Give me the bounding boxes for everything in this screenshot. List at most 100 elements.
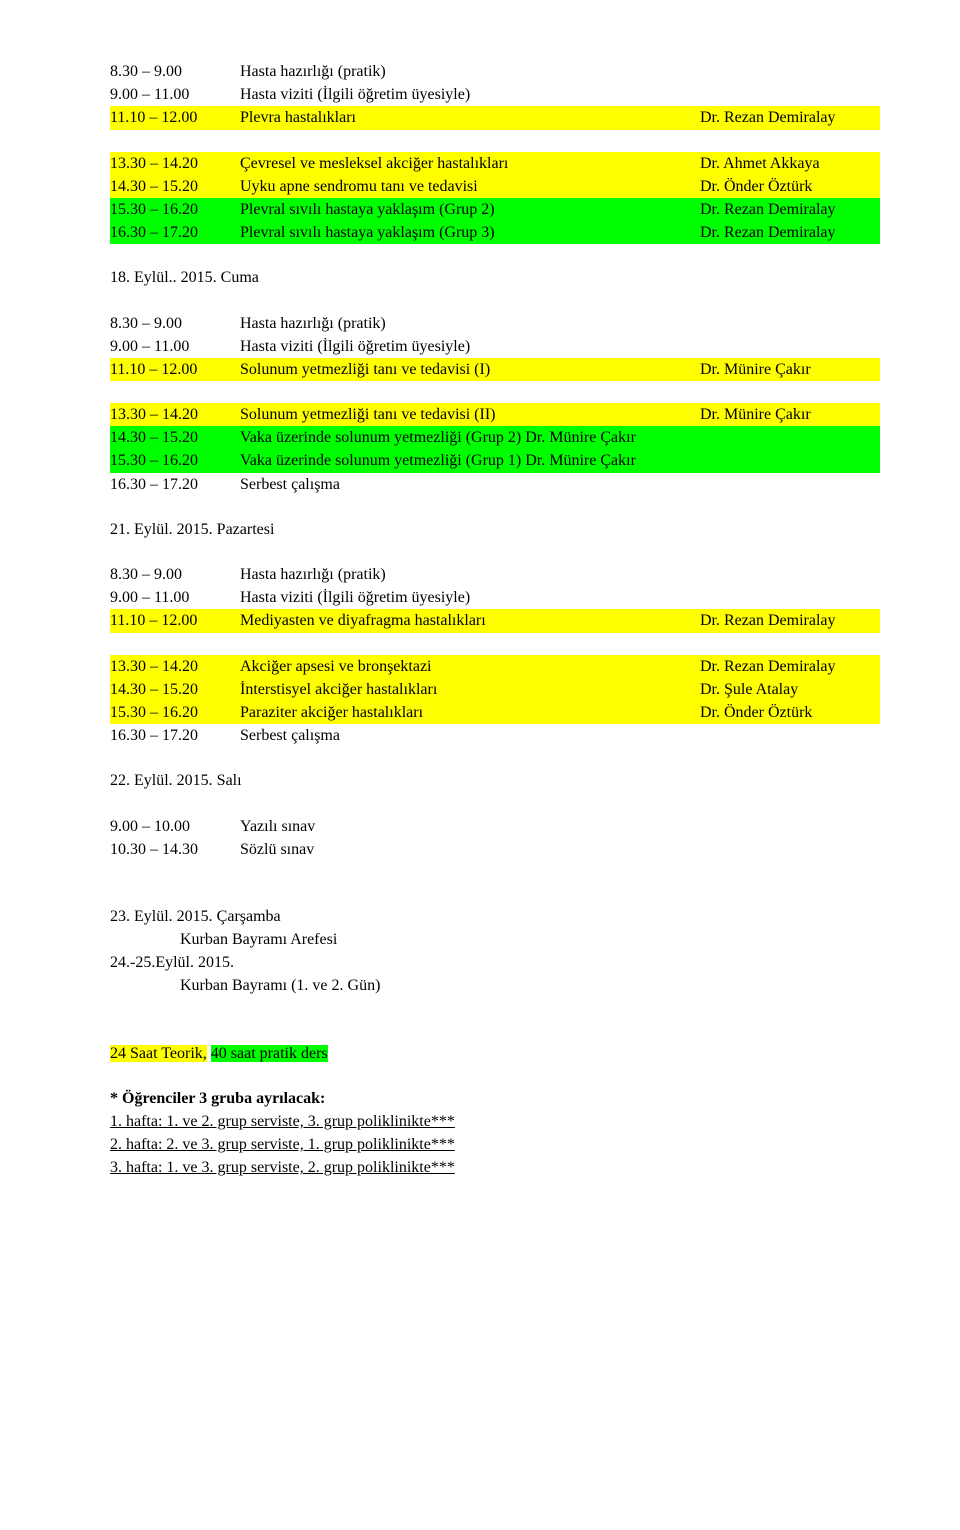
day-heading: 22. Eylül. 2015. Salı bbox=[110, 769, 880, 792]
schedule-row: 13.30 – 14.20 Solunum yetmezliği tanı ve… bbox=[110, 403, 880, 426]
desc-cell: Hasta hazırlığı (pratik) bbox=[240, 563, 880, 586]
desc-cell: Hasta viziti (İlgili öğretim üyesiyle) bbox=[240, 586, 880, 609]
practical-hours: 40 saat pratik ders bbox=[211, 1045, 328, 1062]
instructor-cell: Dr. Rezan Demiralay bbox=[700, 221, 880, 244]
schedule-row: 15.30 – 16.20 Paraziter akciğer hastalık… bbox=[110, 701, 880, 724]
desc-cell: Mediyasten ve diyafragma hastalıkları bbox=[240, 609, 700, 632]
time-cell: 8.30 – 9.00 bbox=[110, 563, 240, 586]
time-cell: 11.10 – 12.00 bbox=[110, 358, 240, 381]
block-4: 13.30 – 14.20 Solunum yetmezliği tanı ve… bbox=[110, 403, 880, 496]
schedule-row: 15.30 – 16.20 Plevral sıvılı hastaya yak… bbox=[110, 198, 880, 221]
time-cell: 9.00 – 11.00 bbox=[110, 586, 240, 609]
time-cell: 11.10 – 12.00 bbox=[110, 609, 240, 632]
desc-cell: Çevresel ve mesleksel akciğer hastalıkla… bbox=[240, 152, 700, 175]
block-7: 9.00 – 10.00 Yazılı sınav 10.30 – 14.30 … bbox=[110, 815, 880, 861]
desc-cell: Uyku apne sendromu tanı ve tedavisi bbox=[240, 175, 700, 198]
holiday-block: 23. Eylül. 2015. Çarşamba Kurban Bayramı… bbox=[110, 905, 880, 998]
desc-cell: İnterstisyel akciğer hastalıkları bbox=[240, 678, 700, 701]
schedule-row: 10.30 – 14.30 Sözlü sınav bbox=[110, 838, 880, 861]
instructor-cell: Dr. Şule Atalay bbox=[700, 678, 880, 701]
groups-week: 1. hafta: 1. ve 2. grup serviste, 3. gru… bbox=[110, 1110, 880, 1133]
time-cell: 14.30 – 15.20 bbox=[110, 678, 240, 701]
time-cell: 13.30 – 14.20 bbox=[110, 655, 240, 678]
holiday-line: Kurban Bayramı (1. ve 2. Gün) bbox=[110, 974, 880, 997]
schedule-row: 13.30 – 14.20 Çevresel ve mesleksel akci… bbox=[110, 152, 880, 175]
schedule-row: 11.10 – 12.00 Solunum yetmezliği tanı ve… bbox=[110, 358, 880, 381]
schedule-row: 16.30 – 17.20 Plevral sıvılı hastaya yak… bbox=[110, 221, 880, 244]
desc-cell: Solunum yetmezliği tanı ve tedavisi (II) bbox=[240, 403, 700, 426]
summary-line: 24 Saat Teorik, 40 saat pratik ders bbox=[110, 1042, 880, 1065]
desc-cell: Plevra hastalıkları bbox=[240, 106, 700, 129]
time-cell: 11.10 – 12.00 bbox=[110, 106, 240, 129]
time-cell: 8.30 – 9.00 bbox=[110, 312, 240, 335]
block-1: 8.30 – 9.00 Hasta hazırlığı (pratik) 9.0… bbox=[110, 60, 880, 130]
desc-cell: Paraziter akciğer hastalıkları bbox=[240, 701, 700, 724]
time-cell: 13.30 – 14.20 bbox=[110, 403, 240, 426]
instructor-cell: Dr. Münire Çakır bbox=[700, 358, 880, 381]
desc-cell: Akciğer apsesi ve bronşektazi bbox=[240, 655, 700, 678]
desc-cell: Solunum yetmezliği tanı ve tedavisi (I) bbox=[240, 358, 700, 381]
instructor-cell: Dr. Önder Öztürk bbox=[700, 701, 880, 724]
schedule-row: 14.30 – 15.20 Vaka üzerinde solunum yetm… bbox=[110, 426, 880, 449]
desc-cell: Vaka üzerinde solunum yetmezliği (Grup 2… bbox=[240, 426, 880, 449]
schedule-row: 16.30 – 17.20 Serbest çalışma bbox=[110, 724, 880, 747]
time-cell: 16.30 – 17.20 bbox=[110, 221, 240, 244]
desc-cell: Hasta viziti (İlgili öğretim üyesiyle) bbox=[240, 83, 880, 106]
desc-cell: Serbest çalışma bbox=[240, 473, 880, 496]
desc-cell: Sözlü sınav bbox=[240, 838, 880, 861]
schedule-row: 14.30 – 15.20 Uyku apne sendromu tanı ve… bbox=[110, 175, 880, 198]
schedule-row: 11.10 – 12.00 Mediyasten ve diyafragma h… bbox=[110, 609, 880, 632]
time-cell: 14.30 – 15.20 bbox=[110, 175, 240, 198]
time-cell: 10.30 – 14.30 bbox=[110, 838, 240, 861]
time-cell: 13.30 – 14.20 bbox=[110, 152, 240, 175]
time-cell: 15.30 – 16.20 bbox=[110, 449, 240, 472]
time-cell: 8.30 – 9.00 bbox=[110, 60, 240, 83]
desc-cell: Yazılı sınav bbox=[240, 815, 880, 838]
schedule-row: 9.00 – 10.00 Yazılı sınav bbox=[110, 815, 880, 838]
time-cell: 16.30 – 17.20 bbox=[110, 473, 240, 496]
time-cell: 9.00 – 11.00 bbox=[110, 83, 240, 106]
block-3: 8.30 – 9.00 Hasta hazırlığı (pratik) 9.0… bbox=[110, 312, 880, 382]
groups-title: * Öğrenciler 3 gruba ayrılacak: bbox=[110, 1087, 880, 1110]
instructor-cell: Dr. Önder Öztürk bbox=[700, 175, 880, 198]
schedule-row: 8.30 – 9.00 Hasta hazırlığı (pratik) bbox=[110, 312, 880, 335]
schedule-row: 9.00 – 11.00 Hasta viziti (İlgili öğreti… bbox=[110, 335, 880, 358]
time-cell: 9.00 – 10.00 bbox=[110, 815, 240, 838]
holiday-line: 24.-25.Eylül. 2015. bbox=[110, 951, 880, 974]
block-6: 13.30 – 14.20 Akciğer apsesi ve bronşekt… bbox=[110, 655, 880, 748]
groups-week: 3. hafta: 1. ve 3. grup serviste, 2. gru… bbox=[110, 1156, 880, 1179]
schedule-row: 9.00 – 11.00 Hasta viziti (İlgili öğreti… bbox=[110, 586, 880, 609]
instructor-cell: Dr. Rezan Demiralay bbox=[700, 106, 880, 129]
time-cell: 15.30 – 16.20 bbox=[110, 198, 240, 221]
desc-cell: Hasta viziti (İlgili öğretim üyesiyle) bbox=[240, 335, 880, 358]
schedule-row: 9.00 – 11.00 Hasta viziti (İlgili öğreti… bbox=[110, 83, 880, 106]
block-5: 8.30 – 9.00 Hasta hazırlığı (pratik) 9.0… bbox=[110, 563, 880, 633]
desc-cell: Serbest çalışma bbox=[240, 724, 880, 747]
groups-week: 2. hafta: 2. ve 3. grup serviste, 1. gru… bbox=[110, 1133, 880, 1156]
time-cell: 16.30 – 17.20 bbox=[110, 724, 240, 747]
holiday-line: Kurban Bayramı Arefesi bbox=[110, 928, 880, 951]
block-2: 13.30 – 14.20 Çevresel ve mesleksel akci… bbox=[110, 152, 880, 245]
day-heading: 18. Eylül.. 2015. Cuma bbox=[110, 266, 880, 289]
groups-block: * Öğrenciler 3 gruba ayrılacak: 1. hafta… bbox=[110, 1087, 880, 1180]
desc-cell: Hasta hazırlığı (pratik) bbox=[240, 60, 880, 83]
time-cell: 15.30 – 16.20 bbox=[110, 701, 240, 724]
instructor-cell: Dr. Ahmet Akkaya bbox=[700, 152, 880, 175]
schedule-row: 11.10 – 12.00 Plevra hastalıkları Dr. Re… bbox=[110, 106, 880, 129]
time-cell: 9.00 – 11.00 bbox=[110, 335, 240, 358]
schedule-row: 14.30 – 15.20 İnterstisyel akciğer hasta… bbox=[110, 678, 880, 701]
day-heading: 21. Eylül. 2015. Pazartesi bbox=[110, 518, 880, 541]
schedule-row: 8.30 – 9.00 Hasta hazırlığı (pratik) bbox=[110, 60, 880, 83]
desc-cell: Plevral sıvılı hastaya yaklaşım (Grup 3) bbox=[240, 221, 700, 244]
instructor-cell: Dr. Rezan Demiralay bbox=[700, 198, 880, 221]
desc-cell: Vaka üzerinde solunum yetmezliği (Grup 1… bbox=[240, 449, 880, 472]
theory-hours: 24 Saat Teorik, bbox=[110, 1045, 207, 1062]
schedule-row: 16.30 – 17.20 Serbest çalışma bbox=[110, 473, 880, 496]
desc-cell: Plevral sıvılı hastaya yaklaşım (Grup 2) bbox=[240, 198, 700, 221]
time-cell: 14.30 – 15.20 bbox=[110, 426, 240, 449]
schedule-row: 13.30 – 14.20 Akciğer apsesi ve bronşekt… bbox=[110, 655, 880, 678]
schedule-row: 8.30 – 9.00 Hasta hazırlığı (pratik) bbox=[110, 563, 880, 586]
schedule-row: 15.30 – 16.20 Vaka üzerinde solunum yetm… bbox=[110, 449, 880, 472]
desc-cell: Hasta hazırlığı (pratik) bbox=[240, 312, 880, 335]
instructor-cell: Dr. Rezan Demiralay bbox=[700, 655, 880, 678]
